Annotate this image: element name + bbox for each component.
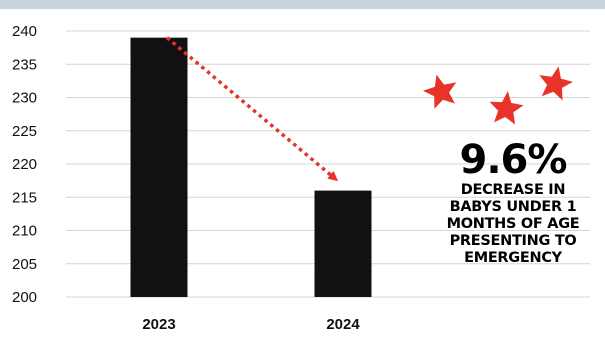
callout-line: EMERGENCY: [464, 250, 562, 266]
y-tick-label: 225: [12, 123, 37, 140]
star-icon: [539, 66, 573, 101]
y-tick-label: 240: [12, 23, 37, 40]
callout-percentage: 9.6%: [459, 137, 568, 183]
top-border: [0, 0, 605, 9]
y-tick-label: 235: [12, 56, 37, 73]
callout: 9.6% DECREASE IN BABYS UNDER 1 MONTHS OF…: [428, 138, 598, 267]
callout-description: DECREASE IN BABYS UNDER 1 MONTHS OF AGE …: [428, 182, 598, 267]
x-tick-label: 2023: [142, 316, 175, 333]
callout-line: MONTHS OF AGE: [446, 216, 580, 232]
x-tick-label: 2024: [326, 316, 360, 333]
callout-line: PRESENTING TO: [449, 233, 577, 249]
y-tick-label: 220: [12, 156, 37, 173]
y-tick-label: 230: [12, 90, 37, 107]
y-tick-label: 210: [12, 223, 37, 240]
y-tick-label: 205: [12, 256, 37, 273]
star-icon: [489, 91, 524, 125]
bar: [130, 37, 188, 298]
star-icon: [423, 74, 457, 109]
callout-line: DECREASE IN: [460, 182, 566, 198]
y-tick-label: 215: [12, 189, 37, 206]
y-tick-label: 200: [12, 289, 37, 306]
bar: [314, 190, 372, 297]
decrease-arrow: [165, 36, 339, 182]
callout-line: BABYS UNDER 1: [449, 199, 577, 215]
